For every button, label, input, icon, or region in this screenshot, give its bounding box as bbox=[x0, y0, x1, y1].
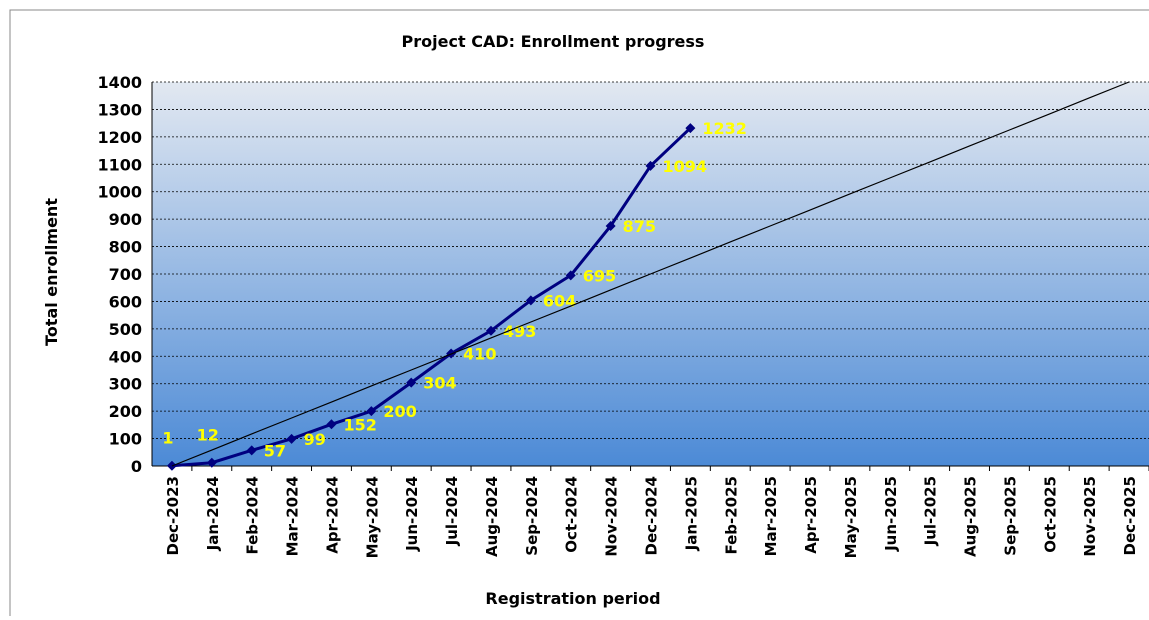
x-tick-label: Jan-2025 bbox=[682, 476, 700, 551]
data-point bbox=[605, 221, 616, 231]
data-label: 1094 bbox=[663, 157, 708, 176]
x-tick-label: Jul-2024 bbox=[443, 476, 461, 546]
y-tick-label: 700 bbox=[109, 265, 142, 284]
data-point bbox=[206, 457, 217, 468]
data-point bbox=[286, 433, 297, 444]
data-point bbox=[366, 406, 377, 417]
data-point bbox=[685, 123, 696, 134]
y-tick-label: 300 bbox=[109, 375, 142, 394]
data-label: 12 bbox=[197, 426, 219, 445]
x-tick-label: May-2024 bbox=[363, 476, 381, 558]
x-tick-label: Jul-2025 bbox=[922, 476, 940, 546]
y-axis-title: Total enrollment bbox=[42, 198, 61, 346]
x-tick-label: May-2025 bbox=[842, 476, 860, 558]
x-tick-label: Nov-2024 bbox=[603, 476, 621, 557]
y-tick-label: 1300 bbox=[97, 100, 142, 119]
x-axis-title: Registration period bbox=[485, 589, 660, 608]
x-tick-label: Dec-2025 bbox=[1121, 476, 1139, 556]
x-tick-label: Sep-2025 bbox=[1001, 476, 1019, 556]
x-tick-label: Oct-2025 bbox=[1041, 476, 1059, 553]
y-tick-label: 0 bbox=[131, 457, 142, 476]
x-tick-label: Feb-2024 bbox=[244, 476, 262, 555]
data-label: 695 bbox=[583, 266, 616, 285]
x-tick-label: Mar-2025 bbox=[762, 476, 780, 556]
series-line bbox=[171, 81, 1130, 467]
x-tick-label: Apr-2024 bbox=[323, 476, 341, 554]
data-label: 57 bbox=[264, 441, 286, 460]
y-tick-label: 800 bbox=[109, 238, 142, 257]
x-tick-label: Jun-2025 bbox=[882, 476, 900, 552]
data-point bbox=[645, 160, 656, 171]
y-tick-label: 100 bbox=[109, 430, 142, 449]
data-point bbox=[485, 325, 496, 336]
x-tick-label: Dec-2024 bbox=[643, 476, 661, 556]
x-tick-label: Dec-2023 bbox=[164, 476, 182, 556]
x-tick-label: Mar-2024 bbox=[284, 476, 302, 556]
x-tick-label: Aug-2024 bbox=[483, 476, 501, 557]
y-tick-label: 1200 bbox=[97, 128, 142, 147]
series-line bbox=[171, 126, 692, 468]
y-tick-label: 200 bbox=[109, 402, 142, 421]
y-tick-label: 1400 bbox=[97, 73, 142, 92]
x-tick-label: Oct-2024 bbox=[563, 476, 581, 553]
x-tick-label: Jun-2024 bbox=[403, 476, 421, 552]
y-tick-label: 500 bbox=[109, 320, 142, 339]
data-label: 152 bbox=[343, 415, 376, 434]
data-label: 200 bbox=[383, 402, 416, 421]
data-label: 99 bbox=[304, 430, 326, 449]
data-label: 1232 bbox=[702, 119, 747, 138]
data-point bbox=[565, 270, 576, 281]
x-tick-label: Aug-2025 bbox=[962, 476, 980, 557]
data-point bbox=[406, 377, 417, 388]
data-label: 304 bbox=[423, 374, 456, 393]
y-tick-label: 600 bbox=[109, 292, 142, 311]
data-label: 410 bbox=[463, 345, 496, 364]
x-tick-label: Sep-2024 bbox=[523, 476, 541, 556]
y-tick-label: 1000 bbox=[97, 183, 142, 202]
x-tick-label: Apr-2025 bbox=[802, 476, 820, 554]
data-point bbox=[525, 295, 536, 306]
data-label: 1 bbox=[162, 429, 173, 448]
data-point bbox=[246, 445, 257, 456]
data-label: 493 bbox=[503, 322, 536, 341]
y-tick-label: 400 bbox=[109, 347, 142, 366]
x-tick-label: Jan-2024 bbox=[204, 476, 222, 551]
y-tick-label: 1100 bbox=[97, 155, 142, 174]
x-tick-label: Feb-2025 bbox=[722, 476, 740, 555]
data-point bbox=[326, 419, 337, 430]
x-tick-label: Nov-2025 bbox=[1081, 476, 1099, 557]
chart-title: Project CAD: Enrollment progress bbox=[402, 32, 705, 51]
data-label: 604 bbox=[543, 291, 576, 310]
y-tick-label: 900 bbox=[109, 210, 142, 229]
data-label: 875 bbox=[623, 217, 656, 236]
